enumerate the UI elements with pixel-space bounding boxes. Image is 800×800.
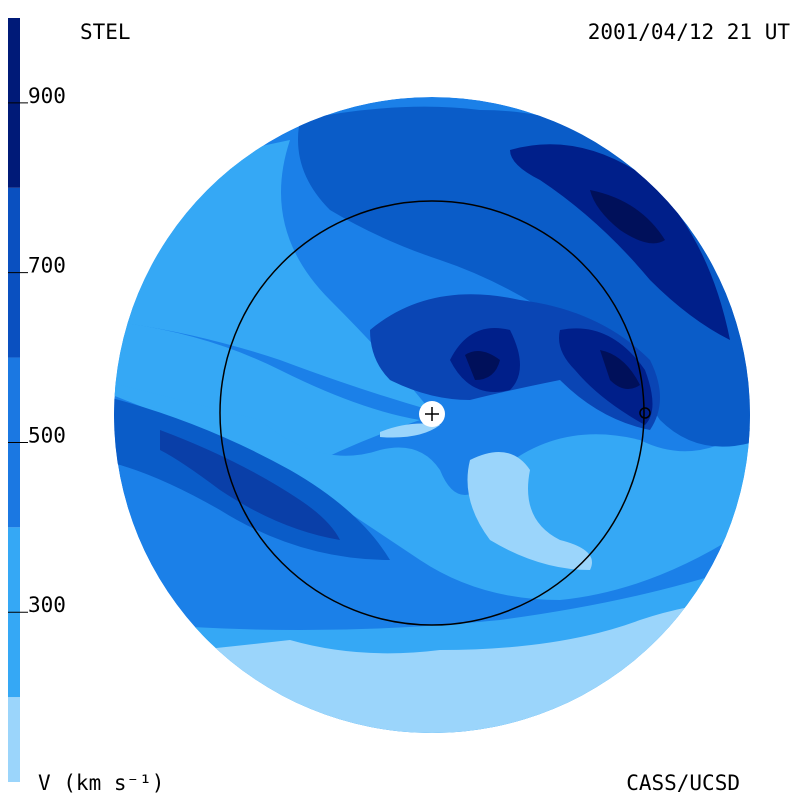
velocity-map [114,97,750,733]
map-region [160,430,340,540]
earth-marker [639,407,651,419]
tick-label: 900 [28,84,66,108]
tick-label: 500 [28,423,66,447]
sun-cross [425,407,439,421]
map-region [380,423,440,438]
axis-label: V (km s⁻¹) [38,771,164,795]
credit: CASS/UCSD [626,771,740,795]
tick-label: 300 [28,593,66,617]
colorbar-band [8,697,20,782]
map-region [114,380,750,600]
map-region [465,351,500,380]
map-region [590,190,665,244]
map-region [559,328,653,425]
chart-subtitle: 2001/04/12 21 UT [588,20,791,44]
map-region [467,452,592,570]
chart-title: STEL [80,20,131,44]
tick-label: 700 [28,254,66,278]
earth-orbit [219,200,645,626]
map-region [510,144,730,340]
map-region [114,320,420,470]
map-region [600,350,640,389]
